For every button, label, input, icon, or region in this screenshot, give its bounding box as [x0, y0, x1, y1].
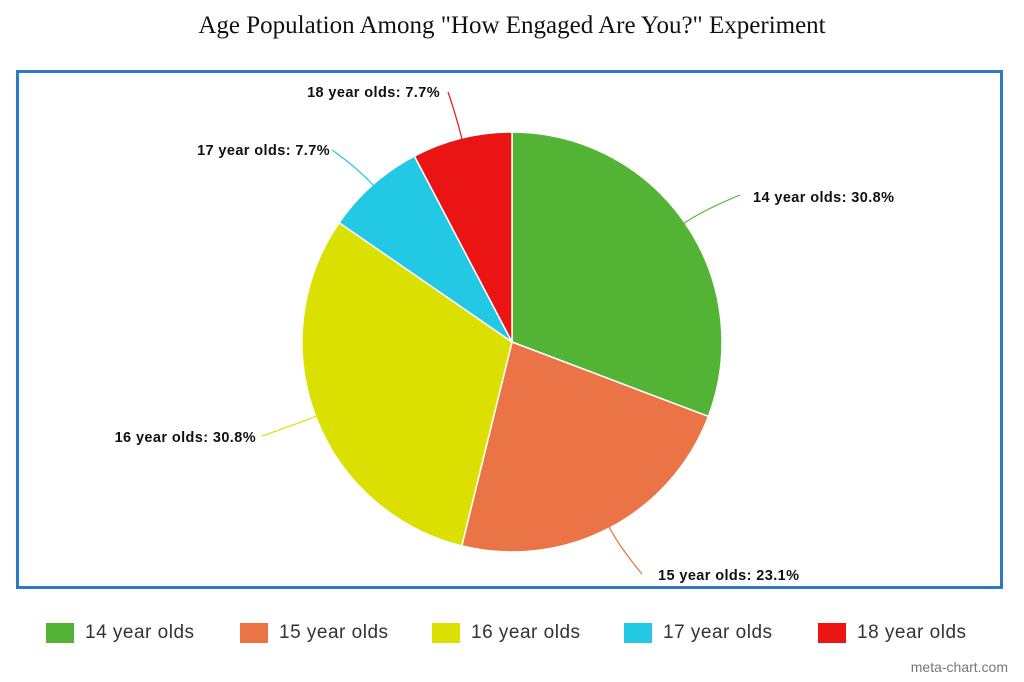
label-connector	[447, 91, 463, 141]
watermark: meta-chart.com	[910, 659, 1008, 675]
data-label-14: 14 year olds: 30.8%	[753, 190, 894, 206]
data-label-17: 17 year olds: 7.7%	[197, 143, 330, 159]
pie-chart: 14 year olds: 30.8% 15 year olds: 23.1% 16…	[115, 85, 894, 584]
data-label-18: 18 year olds: 7.7%	[307, 85, 440, 101]
legend-swatch	[240, 623, 268, 643]
legend-label: 15 year olds	[279, 622, 389, 643]
data-label-16: 16 year olds: 30.8%	[115, 430, 256, 446]
legend-item-17[interactable]: 17 year olds	[624, 622, 773, 644]
label-connector	[331, 149, 375, 187]
label-connector	[608, 525, 643, 575]
legend-swatch	[818, 623, 846, 643]
legend-swatch	[624, 623, 652, 643]
legend-label: 17 year olds	[663, 622, 773, 643]
legend-item-15[interactable]: 15 year olds	[240, 622, 389, 644]
data-label-15: 15 year olds: 23.1%	[658, 568, 799, 584]
legend-label: 14 year olds	[85, 622, 195, 643]
chart-frame	[16, 70, 1003, 589]
chart-title: Age Population Among "How Engaged Are Yo…	[198, 12, 826, 39]
legend-swatch	[432, 623, 460, 643]
legend-item-14[interactable]: 14 year olds	[46, 622, 195, 644]
legend-item-16[interactable]: 16 year olds	[432, 622, 581, 644]
legend-swatch	[46, 623, 74, 643]
legend-item-18[interactable]: 18 year olds	[818, 622, 967, 644]
legend-label: 18 year olds	[857, 622, 967, 643]
legend-label: 16 year olds	[471, 622, 581, 643]
label-connector	[682, 194, 741, 225]
label-connector	[261, 415, 318, 437]
